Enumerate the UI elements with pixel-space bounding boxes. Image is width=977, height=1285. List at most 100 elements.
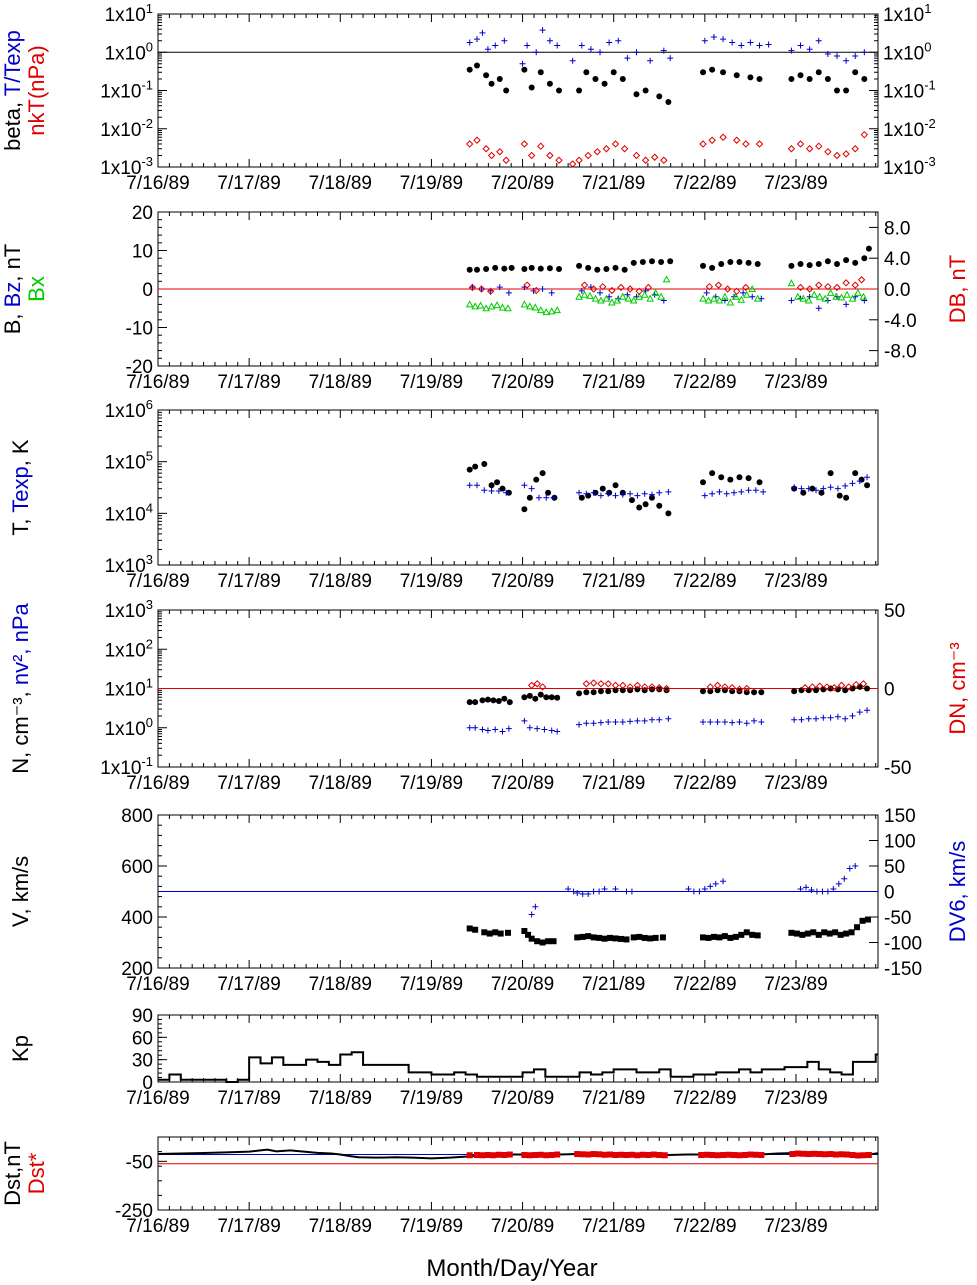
data-point <box>852 69 859 76</box>
data-point <box>844 1151 851 1158</box>
data-point <box>801 684 809 692</box>
data-point <box>705 282 714 291</box>
data-point <box>526 1152 533 1159</box>
data-point <box>806 262 813 269</box>
right-y-tick-label: -50 <box>884 758 911 779</box>
data-point <box>729 719 736 726</box>
data-point <box>597 49 604 56</box>
data-point <box>815 292 824 300</box>
x-tick-label: 7/22/89 <box>673 571 736 592</box>
data-point <box>508 264 515 271</box>
y-tick-label: 400 <box>121 908 153 929</box>
x-tick-label: 7/22/89 <box>673 1088 736 1109</box>
data-point <box>820 485 827 492</box>
data-point <box>811 1150 818 1157</box>
data-point <box>585 264 592 271</box>
data-point <box>738 488 745 495</box>
data-point <box>504 304 512 312</box>
data-point <box>495 1151 502 1158</box>
data-point <box>701 37 708 44</box>
data-point <box>832 292 840 300</box>
data-point <box>528 84 535 91</box>
data-point <box>648 683 656 691</box>
panel-magnetic-field: 7/16/89 7/17/89 7/18/89 7/19/89 7/20/89 7/21/… <box>0 203 970 393</box>
data-point <box>624 55 631 62</box>
data-point <box>542 308 551 316</box>
data-point <box>655 684 663 692</box>
data-point <box>533 49 540 56</box>
data-point <box>502 156 510 164</box>
data-point <box>602 294 611 302</box>
data-point <box>822 1151 829 1158</box>
data-point <box>731 292 740 300</box>
data-point <box>617 283 625 292</box>
data-point <box>833 260 840 267</box>
data-point <box>743 684 751 693</box>
data-point <box>704 296 713 304</box>
data-point <box>827 1151 834 1158</box>
data-point <box>798 687 805 694</box>
y-tick-label: 1x106 <box>105 397 153 422</box>
data-point <box>833 283 841 292</box>
data-point <box>472 926 479 933</box>
data-point <box>836 492 843 499</box>
data-point <box>758 689 765 696</box>
data-point <box>488 482 495 489</box>
x-tick-label: 7/18/89 <box>309 571 372 592</box>
x-tick-label: 7/22/89 <box>673 372 736 393</box>
x-tick-label: 7/23/89 <box>764 974 827 995</box>
x-tick-label: 7/20/89 <box>491 1216 554 1237</box>
data-point <box>628 1151 635 1158</box>
data-point <box>667 55 674 62</box>
data-point <box>700 479 707 486</box>
data-point <box>797 260 804 267</box>
data-point <box>745 259 752 266</box>
data-point <box>815 260 822 267</box>
data-point <box>484 727 491 734</box>
data-point <box>583 490 590 497</box>
right-y-tick-label: -50 <box>884 908 911 929</box>
y-tick-label-right: 1x100 <box>883 39 931 64</box>
data-point <box>482 145 490 153</box>
y-tick-label: 1x10-1 <box>100 78 153 103</box>
data-point <box>805 485 812 492</box>
data-point <box>826 288 835 296</box>
data-point <box>832 929 839 936</box>
x-tick-label: 7/17/89 <box>217 173 280 194</box>
data-point <box>864 685 871 692</box>
data-point <box>620 145 629 153</box>
data-point <box>578 494 585 501</box>
data-point <box>601 885 608 892</box>
data-point <box>599 282 607 291</box>
data-point <box>628 888 635 895</box>
y-tick-label: 1x10-1 <box>100 754 153 779</box>
data-point <box>576 489 583 496</box>
data-point <box>819 888 826 895</box>
data-point <box>657 292 665 300</box>
data-point <box>488 488 495 495</box>
right-y-tick-label: -4.0 <box>884 311 917 332</box>
y-tick-label: 1x10-3 <box>100 154 153 179</box>
data-point <box>471 302 480 310</box>
data-point <box>826 930 833 937</box>
data-point <box>607 1151 614 1158</box>
data-point <box>466 39 473 46</box>
data-point <box>860 1152 867 1159</box>
data-point <box>837 681 846 690</box>
x-axis-title: Month/Day/Year <box>426 1255 597 1282</box>
x-tick-label: 7/19/89 <box>400 1216 463 1237</box>
data-point <box>732 933 739 940</box>
data-point <box>548 289 555 296</box>
x-tick-label: 7/18/89 <box>309 173 372 194</box>
data-point <box>503 87 510 94</box>
data-point <box>521 1152 528 1159</box>
data-point <box>547 307 556 315</box>
data-point <box>486 930 493 937</box>
data-point <box>605 688 612 695</box>
data-point <box>709 1152 716 1159</box>
data-point <box>749 293 756 300</box>
data-point <box>634 686 641 693</box>
data-point <box>700 262 707 269</box>
data-point <box>636 504 643 511</box>
data-point <box>532 695 539 702</box>
